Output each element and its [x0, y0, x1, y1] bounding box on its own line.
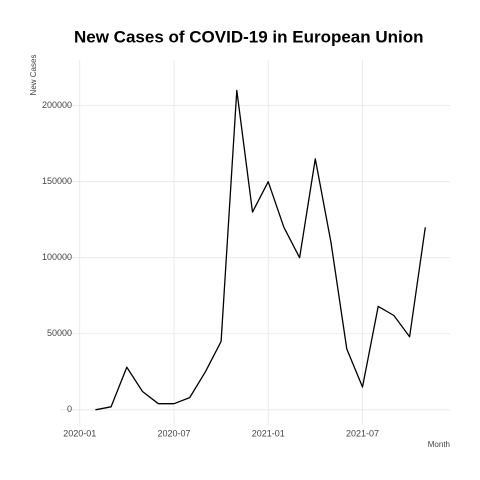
x-tick-label: 2021-01	[252, 428, 285, 438]
x-tick-label: 2020-07	[157, 428, 190, 438]
x-tick-label: 2020-01	[63, 428, 96, 438]
y-tick-label: 100000	[42, 252, 72, 262]
x-tick-label: 2021-07	[346, 428, 379, 438]
y-axis-label: New Cases	[29, 55, 38, 96]
y-tick-label: 0	[67, 404, 72, 414]
y-tick-label: 200000	[42, 100, 72, 110]
data-line	[95, 89, 426, 411]
x-axis-label: Month	[428, 440, 450, 449]
y-tick-label: 150000	[42, 176, 72, 186]
chart-title: New Cases of COVID-19 in European Union	[74, 27, 424, 46]
y-tick-label: 50000	[47, 328, 72, 338]
